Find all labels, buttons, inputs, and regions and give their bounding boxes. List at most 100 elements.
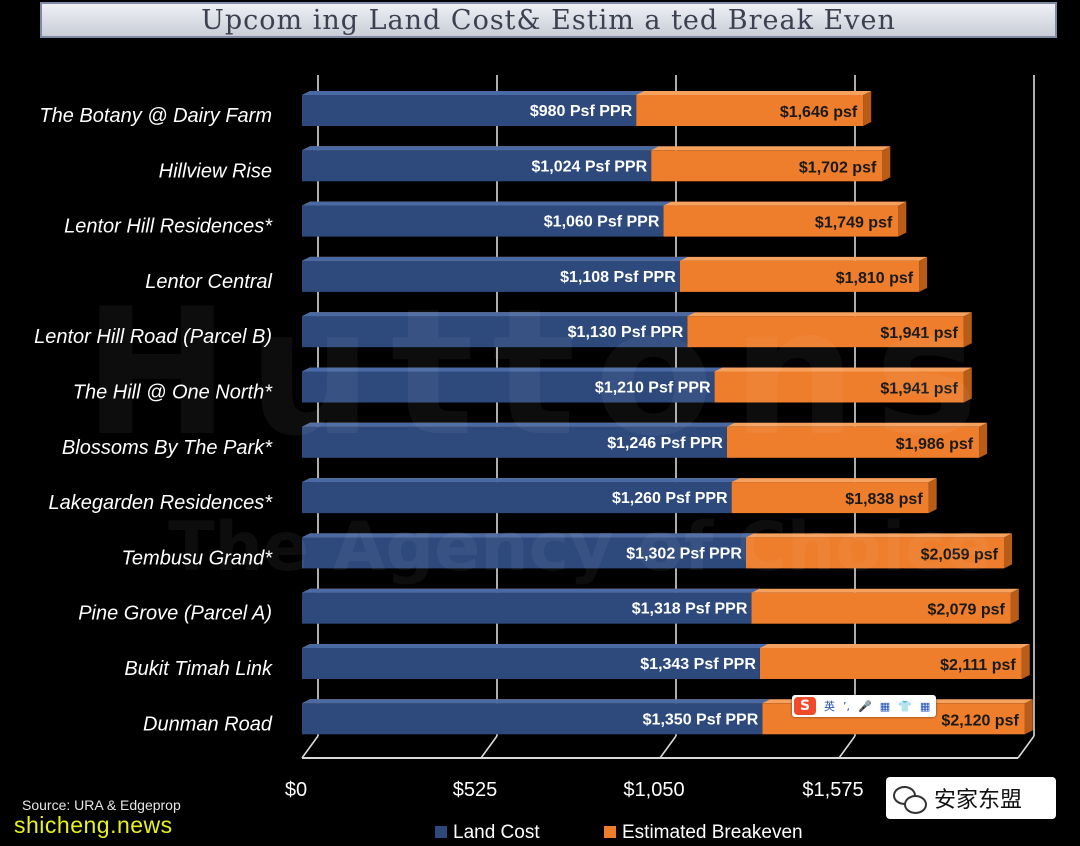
chart-title: Upcom ing Land Cost& Estim a ted Break E… [201, 4, 896, 36]
ime-item[interactable]: 英 [824, 700, 835, 713]
breakeven-bar-side [1010, 588, 1019, 624]
legend-swatch-land-cost [435, 826, 447, 838]
category-label: Bukit Timah Link [124, 658, 273, 680]
category-label: Tembusu Grand* [122, 547, 274, 569]
gridline-floor [1017, 735, 1035, 759]
breakeven-bar-side [979, 422, 988, 458]
breakeven-label: $1,838 psf [845, 491, 923, 508]
category-label: The Botany @ Dairy Farm [39, 105, 272, 127]
category-label: Lakegarden Residences* [49, 492, 274, 514]
breakeven-label: $1,941 psf [880, 325, 958, 342]
breakeven-bar [751, 592, 1011, 624]
breakeven-bar [731, 482, 929, 514]
breakeven-bar [679, 260, 920, 292]
land-cost-bar-top [302, 644, 768, 648]
land-cost-bar-top [302, 367, 723, 372]
land-cost-bar [302, 205, 664, 237]
breakeven-bar-side [928, 478, 937, 514]
land-cost-label: $1,130 Psf PPR [568, 324, 684, 341]
breakeven-bar [651, 150, 883, 182]
land-cost-label: $1,108 Psf PPR [560, 269, 676, 286]
land-cost-label: $1,246 Psf PPR [607, 435, 723, 452]
land-cost-bar-top [302, 699, 771, 704]
land-cost-bar [302, 260, 680, 292]
breakeven-bar-side [1004, 533, 1013, 569]
breakeven-bar-side [1021, 644, 1030, 679]
land-cost-bar [302, 95, 637, 126]
ime-logo-icon[interactable]: S [794, 697, 816, 715]
wechat-account-badge: 安家东盟 [886, 777, 1056, 819]
breakeven-bar [745, 537, 1005, 569]
breakeven-bar [714, 371, 964, 403]
x-tick-label: $525 [453, 779, 498, 801]
breakeven-label: $1,810 psf [836, 270, 914, 287]
land-cost-label: $1,210 Psf PPR [595, 380, 711, 397]
land-cost-label: $1,260 Psf PPR [612, 490, 728, 507]
breakeven-bar [636, 95, 864, 126]
land-cost-bar [302, 150, 652, 182]
category-label: Dunman Road [143, 713, 273, 735]
breakeven-bar [759, 648, 1022, 679]
breakeven-bar-side [863, 91, 872, 126]
wechat-account-name: 安家东盟 [934, 788, 1023, 813]
gridline-floor [838, 735, 856, 759]
land-cost-bar [302, 592, 752, 624]
ime-item[interactable]: ’, [843, 699, 850, 713]
breakeven-label: $2,111 psf [940, 657, 1016, 674]
legend-label-breakeven: Estimated Breakeven [622, 822, 803, 843]
gridline-floor [480, 735, 498, 759]
ime-toolbar[interactable]: S 英 ’, 🎤 ▦ 👕 ▦ [792, 695, 936, 717]
breakeven-label: $2,059 psf [921, 546, 999, 563]
land-cost-bar [302, 703, 763, 735]
skin-icon[interactable]: 👕 [898, 699, 912, 713]
breakeven-bar-side [898, 201, 907, 237]
breakeven-bar-side [963, 312, 972, 348]
land-cost-label: $1,060 Psf PPR [544, 214, 660, 231]
breakeven-bar-side [963, 367, 972, 403]
wechat-icon [892, 783, 927, 814]
x-tick-label: $0 [285, 779, 307, 801]
land-cost-bar [302, 316, 688, 348]
land-cost-bar [302, 537, 746, 569]
breakeven-label: $1,941 psf [880, 381, 958, 398]
legend-swatch-breakeven [604, 826, 616, 838]
keyboard-icon[interactable]: ▦ [879, 699, 891, 713]
land-cost-bar-top [302, 588, 760, 593]
land-cost-bar [302, 648, 760, 679]
breakeven-label: $1,986 psf [896, 436, 974, 453]
land-cost-bar-top [302, 146, 660, 151]
land-cost-label: $1,343 Psf PPR [640, 656, 756, 673]
category-label: Blossoms By The Park* [62, 437, 273, 459]
breakeven-label: $1,646 psf [780, 104, 858, 121]
land-cost-bar-top [302, 201, 672, 206]
category-label: Lentor Hill Residences* [64, 216, 273, 238]
breakeven-bar-side [882, 146, 891, 182]
land-cost-label: $1,302 Psf PPR [626, 545, 742, 562]
breakeven-bar [663, 205, 899, 237]
category-label: Pine Grove (Parcel A) [78, 603, 272, 625]
source-note: Source: URA & Edgeprop [22, 797, 181, 813]
category-label: Hillview Rise [159, 160, 272, 182]
land-cost-bar [302, 371, 715, 403]
gridline-floor [301, 735, 319, 759]
land-cost-bar-top [302, 478, 740, 483]
gridline-floor [659, 735, 677, 759]
category-label: The Hill @ One North* [73, 382, 273, 404]
land-cost-bar-top [302, 422, 735, 427]
category-label: Lentor Hill Road (Parcel B) [34, 326, 272, 348]
land-cost-label: $1,350 Psf PPR [643, 711, 759, 728]
land-cost-label: $1,024 Psf PPR [532, 158, 648, 175]
grid-icon[interactable]: ▦ [919, 699, 931, 713]
breakeven-bar [687, 316, 964, 348]
microphone-icon[interactable]: 🎤 [858, 699, 872, 713]
land-cost-bar-top [302, 533, 754, 538]
breakeven-bar-side [1024, 699, 1033, 735]
breakeven-label: $1,702 psf [799, 159, 877, 176]
breakeven-label: $1,749 psf [815, 215, 893, 232]
category-label: Lentor Central [145, 271, 272, 293]
land-cost-bar-top [302, 312, 696, 317]
x-tick-label: $1,050 [623, 779, 684, 801]
land-cost-bar-top [302, 256, 688, 261]
site-watermark: shicheng.news [14, 812, 173, 838]
